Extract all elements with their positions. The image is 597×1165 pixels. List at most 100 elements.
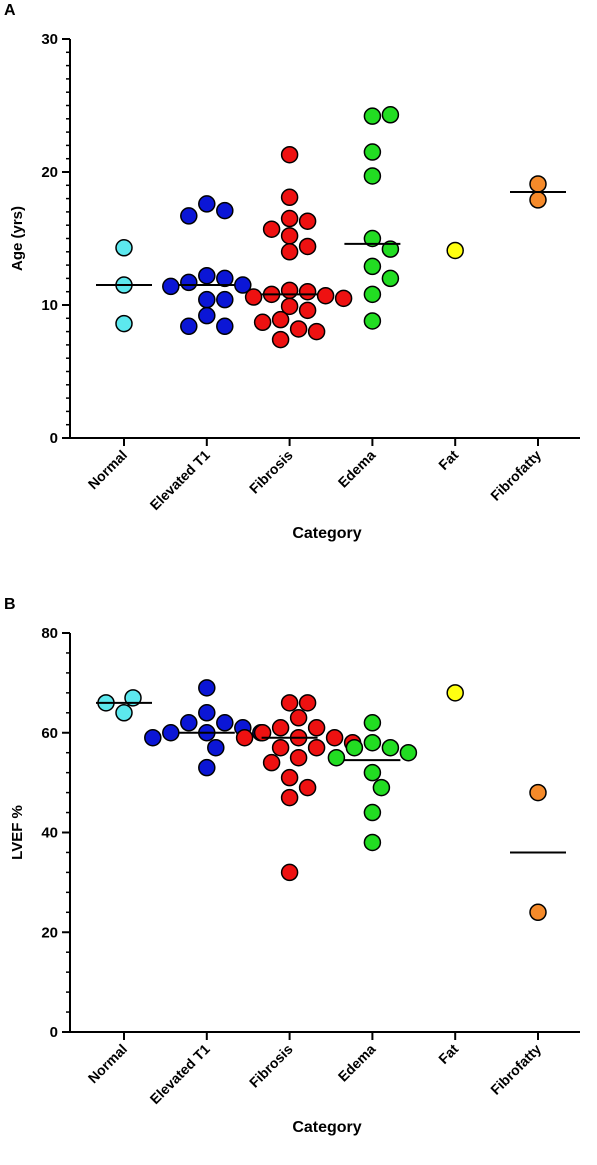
data-point	[198, 306, 216, 325]
data-point	[144, 728, 162, 747]
data-point	[446, 684, 464, 702]
data-point	[363, 833, 382, 852]
x-axis-label: Category	[292, 1119, 361, 1136]
data-point	[289, 320, 308, 338]
x-tick-label: Edema	[335, 1041, 379, 1085]
data-point	[207, 738, 225, 757]
data-point	[298, 282, 317, 301]
data-point	[271, 310, 290, 329]
data-point	[198, 758, 216, 777]
y-tick-label: 30	[41, 31, 58, 48]
data-point	[271, 719, 290, 737]
data-point	[372, 778, 391, 797]
y-tick-label: 60	[41, 725, 58, 742]
data-point	[262, 753, 281, 772]
data-point	[363, 714, 382, 732]
data-point	[289, 748, 308, 767]
data-point	[381, 106, 400, 124]
y-tick-label: 0	[50, 430, 58, 447]
data-point	[327, 748, 346, 767]
y-tick-label: 40	[41, 825, 58, 842]
data-point	[307, 719, 326, 737]
data-point	[180, 207, 198, 225]
data-point	[298, 212, 317, 230]
data-point	[529, 903, 547, 922]
x-tick-label: Edema	[335, 447, 379, 491]
data-point	[253, 313, 272, 332]
data-point	[363, 803, 382, 822]
data-point	[381, 738, 400, 757]
data-point	[345, 738, 364, 757]
data-point	[363, 229, 382, 248]
y-axis-label: LVEF %	[9, 805, 26, 860]
data-point	[198, 290, 216, 309]
data-point	[381, 269, 400, 288]
y-axis-label: Age (yrs)	[9, 206, 26, 271]
data-point	[289, 709, 308, 727]
y-tick-label: 0	[50, 1024, 58, 1041]
data-point	[363, 107, 382, 125]
data-point	[180, 714, 198, 732]
x-tick-label: Normal	[85, 1041, 130, 1086]
data-point	[244, 288, 263, 306]
data-point	[363, 143, 382, 161]
data-point	[280, 768, 299, 787]
data-point	[307, 738, 326, 757]
data-point	[216, 201, 234, 220]
data-point	[280, 145, 299, 164]
data-point	[325, 728, 344, 747]
data-point	[216, 317, 234, 336]
data-point	[198, 679, 216, 697]
data-point	[216, 290, 234, 309]
x-tick-label: Fibrofatty	[487, 1041, 544, 1098]
x-tick-label: Elevated T1	[147, 1041, 213, 1107]
data-point	[162, 724, 180, 742]
data-point	[216, 269, 234, 288]
x-tick-label: Normal	[85, 447, 130, 492]
data-point	[280, 188, 299, 207]
data-point	[198, 195, 216, 213]
data-point	[280, 227, 299, 245]
data-point	[529, 175, 547, 193]
data-point	[307, 322, 326, 341]
x-tick-label: Elevated T1	[147, 447, 213, 513]
panel-label: B	[4, 596, 16, 613]
data-point	[115, 314, 133, 333]
y-tick-label: 10	[41, 297, 58, 314]
data-point	[280, 297, 299, 316]
data-point	[529, 191, 547, 209]
data-point	[529, 783, 547, 802]
data-point	[280, 788, 299, 807]
data-point	[115, 704, 133, 722]
y-tick-label: 80	[41, 625, 58, 642]
data-point	[399, 743, 418, 762]
data-point	[298, 237, 317, 256]
x-tick-label: Fibrofatty	[487, 447, 544, 504]
data-point	[280, 863, 299, 882]
y-tick-label: 20	[41, 924, 58, 941]
y-tick-label: 20	[41, 164, 58, 181]
data-point	[363, 257, 382, 276]
data-point	[198, 704, 216, 722]
x-axis-label: Category	[292, 525, 361, 542]
x-tick-label: Fibrosis	[246, 447, 296, 497]
data-point	[363, 763, 382, 782]
x-tick-label: Fibrosis	[246, 1041, 296, 1091]
data-point	[298, 694, 317, 712]
data-point	[363, 733, 382, 752]
data-point	[446, 241, 464, 260]
data-point	[271, 738, 290, 757]
data-point	[334, 289, 353, 308]
data-point	[180, 317, 198, 336]
data-point	[298, 778, 317, 797]
data-point	[271, 330, 290, 349]
data-point	[363, 285, 382, 304]
data-point	[280, 243, 299, 261]
data-point	[162, 277, 180, 296]
data-point	[381, 240, 400, 258]
data-point	[180, 273, 198, 292]
data-point	[198, 266, 216, 285]
data-point	[280, 281, 299, 300]
panel-label: A	[4, 2, 16, 19]
